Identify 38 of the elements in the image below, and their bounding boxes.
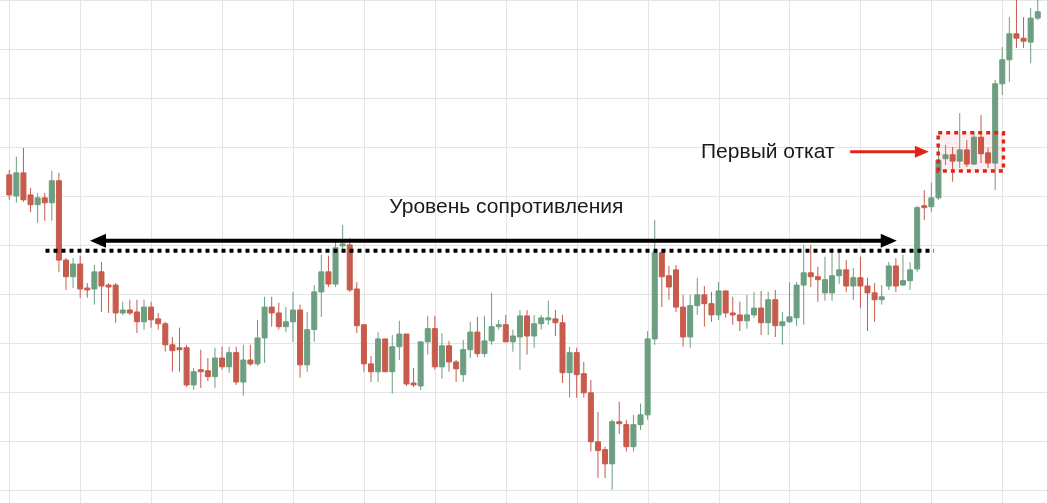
candlestick — [6, 169, 13, 201]
candlestick — [70, 257, 77, 289]
candlestick — [616, 401, 623, 435]
candlestick — [48, 170, 55, 222]
candlestick — [240, 344, 247, 397]
candlestick — [91, 264, 98, 306]
candlestick — [41, 192, 48, 222]
candlestick — [850, 267, 857, 301]
candlestick — [843, 259, 850, 293]
candlestick — [339, 224, 346, 251]
candlestick — [13, 156, 20, 204]
candlestick — [141, 299, 148, 331]
candlestick — [219, 346, 226, 371]
candlestick — [949, 146, 956, 183]
candlestick — [885, 261, 892, 291]
candlestick — [226, 346, 233, 374]
candlestick — [474, 316, 481, 358]
candlestick — [715, 281, 722, 321]
candlestick — [502, 314, 509, 343]
candlestick — [892, 257, 899, 293]
candlestick — [921, 189, 928, 221]
candlestick — [758, 290, 765, 336]
candlestick — [566, 346, 573, 399]
candlestick — [942, 144, 949, 166]
candlestick — [247, 344, 254, 367]
candlestick — [956, 112, 963, 169]
candlestick — [765, 291, 772, 336]
candlestick — [438, 332, 445, 380]
ref-line-label: Уровень сопротивления — [389, 193, 624, 217]
candlestick — [623, 419, 630, 453]
candlestick — [34, 192, 41, 224]
candlestick — [878, 284, 885, 306]
candlestick — [963, 139, 970, 168]
annotation: Первый откат — [701, 138, 835, 162]
candlestick — [190, 367, 197, 391]
candlestick — [325, 255, 332, 288]
candlestick — [524, 309, 531, 356]
candlestick — [211, 347, 218, 389]
